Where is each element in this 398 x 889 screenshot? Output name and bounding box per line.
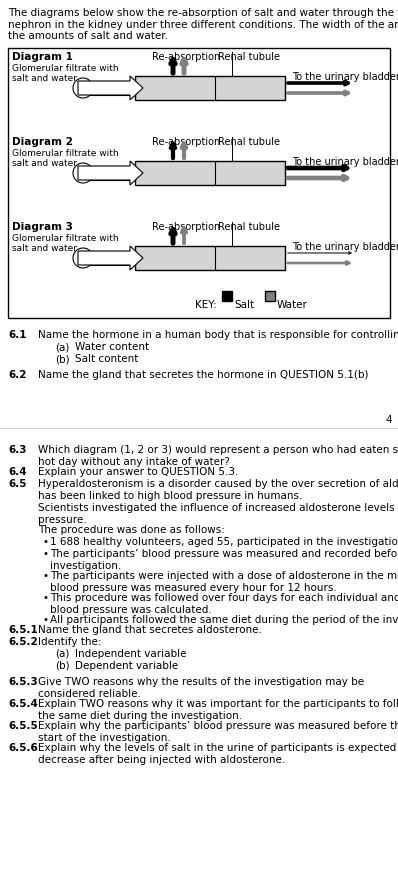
Text: Renal tubule: Renal tubule	[218, 52, 280, 62]
Text: Re-absorption: Re-absorption	[152, 52, 220, 62]
Text: Hyperaldosteronism is a disorder caused by the over secretion of aldosterone and: Hyperaldosteronism is a disorder caused …	[38, 479, 398, 501]
Text: Name the hormone in a human body that is responsible for controlling the:: Name the hormone in a human body that is…	[38, 330, 398, 340]
Text: Explain why the participants’ blood pressure was measured before the
start of th: Explain why the participants’ blood pres…	[38, 721, 398, 742]
Text: Name the gland that secretes the hormone in QUESTION 5.1(b): Name the gland that secretes the hormone…	[38, 370, 369, 380]
Text: 6.5.5: 6.5.5	[8, 721, 38, 731]
Text: 6.5.2: 6.5.2	[8, 637, 38, 647]
Circle shape	[73, 248, 93, 268]
Text: Glomerular filtrate with
salt and water: Glomerular filtrate with salt and water	[12, 64, 119, 84]
Text: Glomerular filtrate with
salt and water: Glomerular filtrate with salt and water	[12, 149, 119, 168]
Bar	[135, 161, 285, 185]
Text: 1 688 healthy volunteers, aged 55, participated in the investigation.: 1 688 healthy volunteers, aged 55, parti…	[50, 537, 398, 547]
Text: Explain why the levels of salt in the urine of participants is expected to
decre: Explain why the levels of salt in the ur…	[38, 743, 398, 765]
Text: (a): (a)	[55, 342, 69, 352]
Text: Identify the:: Identify the:	[38, 637, 101, 647]
Text: Diagram 2: Diagram 2	[12, 137, 73, 147]
Text: All participants followed the same diet during the period of the investigation.: All participants followed the same diet …	[50, 615, 398, 625]
Polygon shape	[78, 246, 143, 270]
Text: 6.5.1: 6.5.1	[8, 625, 38, 635]
Polygon shape	[78, 161, 143, 185]
Circle shape	[73, 163, 93, 183]
Text: The participants were injected with a dose of aldosterone in the morning and the: The participants were injected with a do…	[50, 571, 398, 593]
Text: The procedure was done as follows:: The procedure was done as follows:	[38, 525, 225, 535]
Text: 6.4: 6.4	[8, 467, 27, 477]
Text: The participants’ blood pressure was measured and recorded before the start of t: The participants’ blood pressure was mea…	[50, 549, 398, 571]
Text: Re-absorption: Re-absorption	[152, 137, 220, 147]
Text: KEY:: KEY:	[195, 300, 217, 310]
Bar	[78, 251, 135, 265]
Text: 6.5.4: 6.5.4	[8, 699, 38, 709]
Text: (b): (b)	[55, 661, 70, 671]
Text: The diagrams below show the re-absorption of salt and water through the tubules : The diagrams below show the re-absorptio…	[8, 8, 398, 41]
Text: 4: 4	[385, 415, 392, 425]
Text: 6.5.3: 6.5.3	[8, 677, 38, 687]
Text: •: •	[42, 571, 48, 581]
Bar	[78, 166, 135, 180]
Text: 6.3: 6.3	[8, 445, 27, 455]
Text: To the urinary bladder: To the urinary bladder	[292, 242, 398, 252]
Text: Water content: Water content	[75, 342, 149, 352]
Text: Renal tubule: Renal tubule	[218, 222, 280, 232]
Text: Water: Water	[277, 300, 308, 310]
Text: Diagram 3: Diagram 3	[12, 222, 73, 232]
Text: •: •	[42, 593, 48, 603]
Bar	[8, 48, 390, 318]
Text: Diagram 1: Diagram 1	[12, 52, 73, 62]
Text: Name the gland that secretes aldosterone.: Name the gland that secretes aldosterone…	[38, 625, 262, 635]
Text: To the urinary bladder: To the urinary bladder	[292, 157, 398, 167]
Text: 6.2: 6.2	[8, 370, 27, 380]
Text: Salt content: Salt content	[75, 354, 139, 364]
Text: Explain your answer to QUESTION 5.3.: Explain your answer to QUESTION 5.3.	[38, 467, 238, 477]
Bar	[135, 246, 285, 270]
Text: 6.1: 6.1	[8, 330, 27, 340]
Text: Dependent variable: Dependent variable	[75, 661, 178, 671]
Text: Independent variable: Independent variable	[75, 649, 187, 659]
Polygon shape	[78, 76, 143, 100]
Text: •: •	[42, 537, 48, 547]
Text: To the urinary bladder: To the urinary bladder	[292, 72, 398, 82]
Text: Explain TWO reasons why it was important for the participants to follow
the same: Explain TWO reasons why it was important…	[38, 699, 398, 721]
Text: Give TWO reasons why the results of the investigation may be
considered reliable: Give TWO reasons why the results of the …	[38, 677, 364, 699]
Bar	[222, 291, 232, 301]
Text: 6.5.6: 6.5.6	[8, 743, 38, 753]
Circle shape	[73, 78, 93, 98]
Bar	[265, 291, 275, 301]
Text: Scientists investigated the influence of increased aldosterone levels on blood
p: Scientists investigated the influence of…	[38, 503, 398, 525]
Text: This procedure was followed over four days for each individual and the average
b: This procedure was followed over four da…	[50, 593, 398, 614]
Text: (b): (b)	[55, 354, 70, 364]
Text: Renal tubule: Renal tubule	[218, 137, 280, 147]
Text: Glomerular filtrate with
salt and water: Glomerular filtrate with salt and water	[12, 234, 119, 253]
Bar	[135, 76, 285, 100]
Text: Which diagram (1, 2 or 3) would represent a person who had eaten salty chips on : Which diagram (1, 2 or 3) would represen…	[38, 445, 398, 467]
Text: Salt: Salt	[234, 300, 254, 310]
Text: Re-absorption: Re-absorption	[152, 222, 220, 232]
Text: 6.5: 6.5	[8, 479, 27, 489]
Text: •: •	[42, 549, 48, 559]
Text: (a): (a)	[55, 649, 69, 659]
Bar	[78, 81, 135, 95]
Text: •: •	[42, 615, 48, 625]
